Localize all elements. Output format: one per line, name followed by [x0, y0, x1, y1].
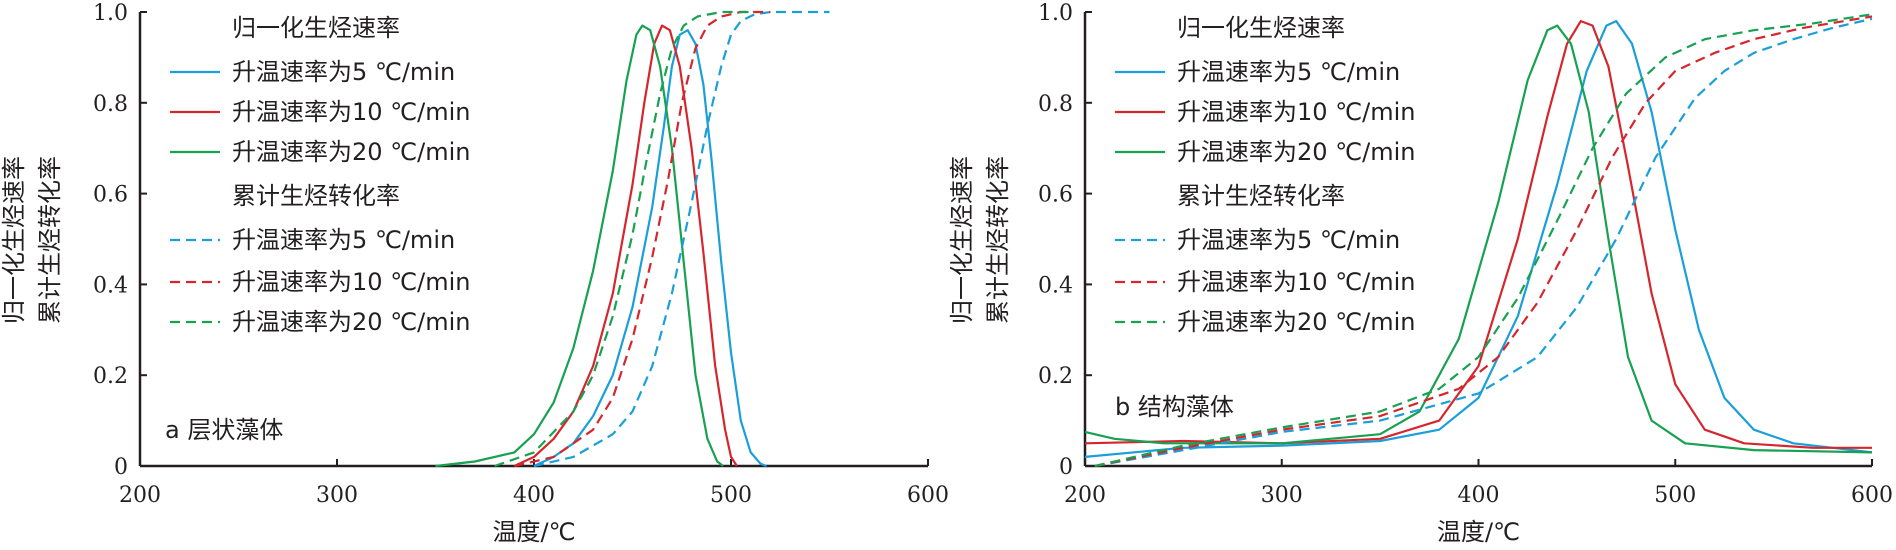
panel-label: b 结构藻体	[1115, 393, 1234, 421]
conversion-curve-10c-min	[1094, 15, 1873, 468]
y-axis-title: 归一化生烃速率	[948, 156, 976, 324]
y-tick-label: 0.8	[1038, 92, 1073, 117]
rate-curve-10c-min	[1084, 20, 1872, 449]
rate-curve-20c-min	[435, 24, 724, 468]
y-tick-label: 0.2	[1038, 364, 1073, 389]
x-axis-title: 温度/℃	[492, 518, 575, 546]
y-tick-label: 1.0	[1038, 1, 1073, 26]
rate-curve-5c-min	[533, 29, 767, 468]
x-tick-label: 600	[907, 483, 949, 508]
legend-entry-label: 升温速率为10 ℃/min	[1177, 98, 1415, 126]
y-tick-label: 0.4	[93, 273, 128, 298]
legend-entry-label: 升温速率为10 ℃/min	[1177, 268, 1415, 296]
legend-entry-label: 升温速率为20 ℃/min	[232, 138, 470, 166]
legend-entry-label: 升温速率为5 ℃/min	[1177, 226, 1400, 254]
legend-entry-label: 升温速率为10 ℃/min	[232, 98, 470, 126]
legend-group-title-rate: 归一化生烃速率	[1177, 14, 1345, 42]
y-tick-label: 0.6	[1038, 183, 1073, 208]
y-tick-label: 0.8	[93, 92, 128, 117]
legend-entry-label: 升温速率为20 ℃/min	[1177, 308, 1415, 336]
y-axis-title: 累计生烃转化率	[984, 156, 1012, 324]
conversion-curve-20c-min	[1094, 13, 1873, 468]
legend-group-title-conversion: 累计生烃转化率	[1177, 182, 1345, 210]
legend-entry-label: 升温速率为10 ℃/min	[232, 268, 470, 296]
x-tick-label: 500	[710, 483, 752, 508]
rate-curve-20c-min	[1084, 24, 1873, 454]
legend-entry-label: 升温速率为20 ℃/min	[232, 308, 470, 336]
chart-panel-b: 200 300 400 500 600 0 0.2 0.4 0.6 0.8 1.0 温度/℃ 归一化生烃…	[948, 1, 1893, 546]
y-axis-title: 累计生烃转化率	[36, 156, 64, 324]
legend-entry-label: 升温速率为5 ℃/min	[232, 58, 455, 86]
legend-entry-label: 升温速率为5 ℃/min	[232, 226, 455, 254]
chart-panel-a: 200 300 400 500 600 0 0.2 0.4 0.6 0.8 1.0 温度/℃ 归一化生烃…	[0, 1, 949, 546]
conversion-curve-5c-min	[533, 10, 830, 468]
y-tick-label: 0	[114, 455, 128, 480]
y-tick-label: 0.6	[93, 183, 128, 208]
legend-group-title-conversion: 累计生烃转化率	[232, 182, 400, 210]
y-tick-label: 1.0	[93, 1, 128, 26]
rate-curve-10c-min	[513, 24, 738, 467]
x-tick-label: 200	[1064, 483, 1106, 508]
x-tick-label: 600	[1851, 483, 1893, 508]
x-tick-label: 300	[316, 483, 358, 508]
x-tick-label: 200	[119, 483, 161, 508]
x-axis-title: 温度/℃	[1437, 518, 1520, 546]
legend-group-title-rate: 归一化生烃速率	[232, 14, 400, 42]
y-tick-label: 0	[1059, 455, 1073, 480]
x-tick-label: 300	[1261, 483, 1303, 508]
y-tick-label: 0.2	[93, 364, 128, 389]
y-axis-title: 归一化生烃速率	[0, 156, 28, 324]
conversion-curve-10c-min	[514, 10, 771, 468]
legend-entry-label: 升温速率为5 ℃/min	[1177, 58, 1400, 86]
panel-label: a 层状藻体	[165, 416, 283, 444]
legend-entry-label: 升温速率为20 ℃/min	[1177, 138, 1415, 166]
conversion-curve-5c-min	[1094, 17, 1873, 468]
rate-curve-5c-min	[1084, 20, 1873, 458]
x-tick-label: 500	[1654, 483, 1696, 508]
x-tick-label: 400	[513, 483, 555, 508]
conversion-curve-20c-min	[494, 10, 751, 468]
x-tick-label: 400	[1458, 483, 1500, 508]
y-tick-label: 0.4	[1038, 273, 1073, 298]
